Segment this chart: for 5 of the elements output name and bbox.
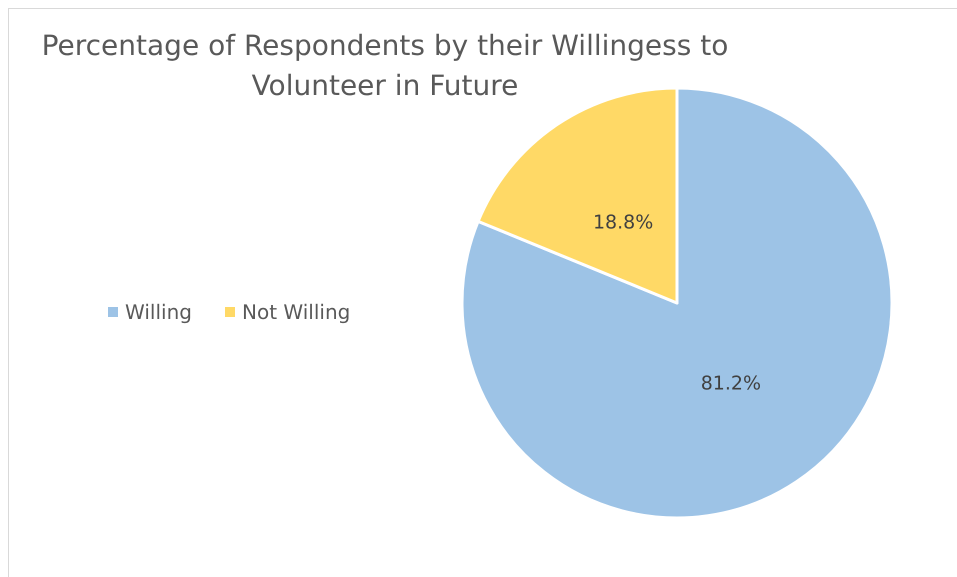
data-label: 81.2% xyxy=(700,372,762,394)
legend-label: Not Willing xyxy=(242,300,350,324)
data-label: 18.8% xyxy=(592,212,654,234)
legend-label: Willing xyxy=(125,300,192,324)
chart-title: Percentage of Respondents by their Willingess to Volunteer in Future xyxy=(42,29,728,102)
